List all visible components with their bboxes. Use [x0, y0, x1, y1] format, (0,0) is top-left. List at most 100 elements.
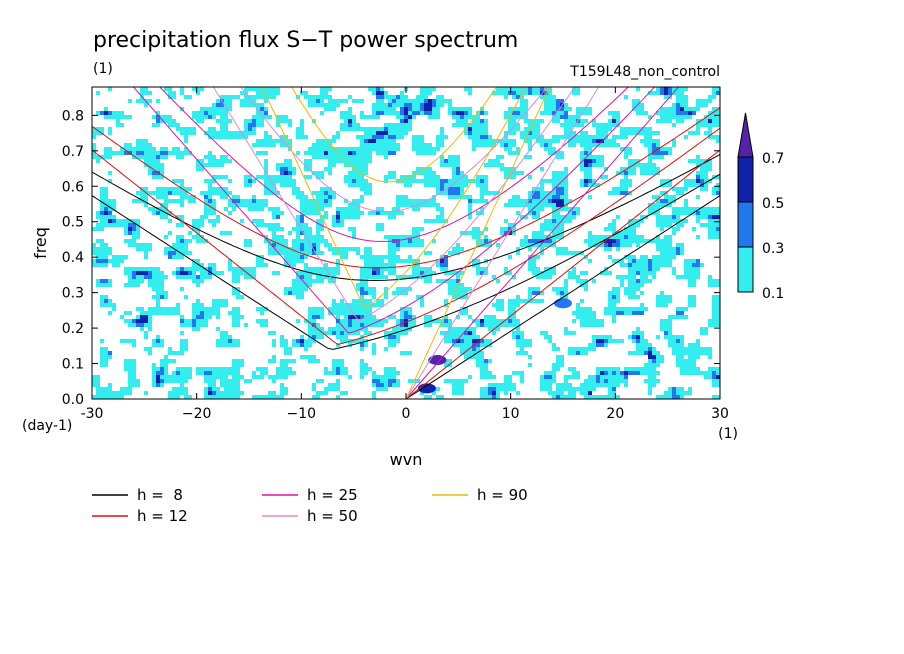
heat-cell	[704, 215, 708, 219]
heat-cell	[260, 371, 264, 375]
heat-cell	[304, 255, 308, 259]
heat-cell	[660, 239, 664, 243]
heat-cell	[584, 151, 588, 155]
heat-cell	[704, 163, 708, 167]
heat-cell	[284, 183, 288, 187]
heat-cell	[324, 151, 328, 155]
heat-cell	[340, 251, 344, 255]
heat-cell	[356, 287, 360, 291]
heat-cell	[540, 87, 544, 91]
heat-cell	[356, 299, 360, 303]
heat-cell	[260, 307, 264, 311]
heat-cell	[164, 367, 168, 371]
heat-cell	[620, 307, 624, 311]
heat-cell	[680, 371, 684, 375]
heat-cell	[424, 95, 428, 99]
heat-cell	[280, 335, 284, 339]
heat-cell	[308, 319, 312, 323]
heat-cell	[584, 323, 588, 327]
heat-cell	[312, 315, 316, 319]
heat-cell	[232, 371, 236, 375]
heat-cell	[308, 159, 312, 163]
heat-cell	[516, 251, 520, 255]
heat-cell	[484, 183, 488, 187]
heat-cell	[700, 163, 704, 167]
heat-cell	[592, 135, 596, 139]
heat-cell	[660, 151, 664, 155]
heat-cell	[420, 271, 424, 275]
heat-cell	[480, 199, 484, 203]
heat-cell	[236, 95, 240, 99]
heat-cell	[416, 259, 420, 263]
heat-cell	[564, 127, 568, 131]
heat-cell	[572, 131, 576, 135]
heat-cell	[392, 291, 396, 295]
heat-cell	[280, 239, 284, 243]
heat-cell	[124, 151, 128, 155]
heat-cell	[632, 295, 636, 299]
heat-cell	[716, 395, 720, 399]
heat-cell	[404, 199, 408, 203]
heat-cell	[560, 247, 564, 251]
heat-cell	[204, 163, 208, 167]
heat-cell	[320, 143, 324, 147]
heat-cell	[380, 95, 384, 99]
heat-cell	[348, 111, 352, 115]
heat-cell	[108, 203, 112, 207]
heat-cell	[488, 359, 492, 363]
heat-cell	[676, 315, 680, 319]
heat-cell	[384, 127, 388, 131]
heat-cell	[224, 339, 228, 343]
heat-cell	[180, 91, 184, 95]
heat-cell	[144, 91, 148, 95]
heat-cell	[288, 251, 292, 255]
heat-cell	[228, 395, 232, 399]
heat-cell	[300, 275, 304, 279]
heat-cell	[148, 319, 152, 323]
heat-cell	[252, 95, 256, 99]
heat-cell	[184, 251, 188, 255]
heat-cell	[392, 171, 396, 175]
heat-cell	[592, 347, 596, 351]
heat-cell	[408, 287, 412, 291]
heat-cell	[208, 311, 212, 315]
heat-cell	[140, 199, 144, 203]
heat-cell	[504, 379, 508, 383]
heat-cell	[492, 303, 496, 307]
heat-cell	[156, 163, 160, 167]
heat-cell	[704, 183, 708, 187]
heat-cell	[220, 191, 224, 195]
heat-cell	[568, 215, 572, 219]
heat-cell	[224, 135, 228, 139]
heat-cell	[144, 87, 148, 91]
heat-cell	[232, 95, 236, 99]
heat-cell	[252, 199, 256, 203]
heat-cell	[308, 231, 312, 235]
heat-cell	[108, 219, 112, 223]
heat-cell	[140, 271, 144, 275]
heat-cell	[452, 171, 456, 175]
heat-cell	[356, 167, 360, 171]
heat-cell	[124, 255, 128, 259]
heat-cell	[632, 171, 636, 175]
heat-cell	[276, 139, 280, 143]
heat-cell	[108, 87, 112, 91]
heat-cell	[152, 267, 156, 271]
heat-cell	[192, 115, 196, 119]
heat-cell	[96, 391, 100, 395]
heat-cell	[324, 187, 328, 191]
heat-cell	[248, 199, 252, 203]
heat-cell	[528, 195, 532, 199]
heat-cell	[668, 339, 672, 343]
heat-cell	[612, 123, 616, 127]
heat-cell	[372, 107, 376, 111]
heat-cell	[284, 339, 288, 343]
heat-cell	[636, 235, 640, 239]
heat-cell	[120, 223, 124, 227]
heat-cell	[416, 139, 420, 143]
heat-cell	[368, 287, 372, 291]
heat-cell	[652, 271, 656, 275]
heat-cell	[676, 335, 680, 339]
heat-cell	[660, 323, 664, 327]
heat-cell	[212, 111, 216, 115]
